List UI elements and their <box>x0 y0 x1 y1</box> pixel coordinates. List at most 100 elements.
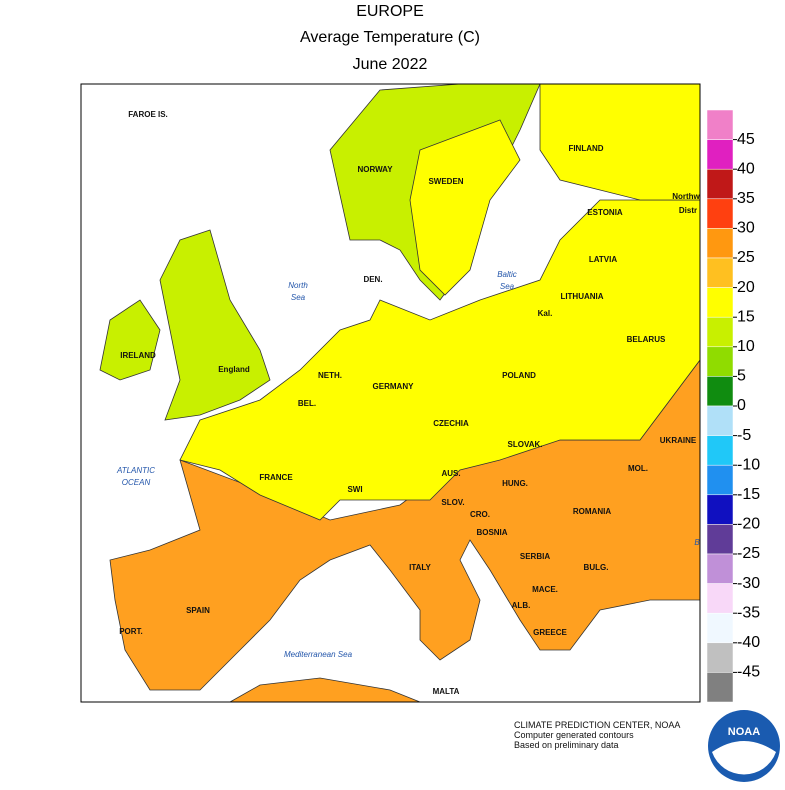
legend-swatch <box>706 405 734 436</box>
country-label: SWEDEN <box>428 177 463 186</box>
country-label: LATVIA <box>589 255 618 264</box>
legend-tick-label: -25 <box>737 545 760 562</box>
country-label: ITALY <box>409 563 431 572</box>
country-label: SLOVAK. <box>508 440 543 449</box>
country-label: MALTA <box>433 687 460 696</box>
sea-label: B <box>694 538 700 547</box>
country-label: MOL. <box>628 464 648 473</box>
date: June 2022 <box>353 56 428 73</box>
legend-tick-label: -15 <box>737 486 760 503</box>
sea-label: Mediterranean Sea <box>284 650 353 659</box>
legend-swatch <box>706 524 734 555</box>
country-label: BOSNIA <box>476 528 507 537</box>
sea-label: OCEAN <box>122 478 151 487</box>
subtitle: Average Temperature (C) <box>300 29 480 46</box>
land-ireland <box>99 299 161 381</box>
map-frame <box>80 83 701 703</box>
legend-tick-label: 0 <box>737 397 746 414</box>
sea-label: North <box>288 281 308 290</box>
credit-line: Computer generated contours <box>514 730 634 740</box>
legend-swatch <box>706 139 734 170</box>
legend-tick-label: 30 <box>737 220 755 237</box>
country-label: England <box>218 365 250 374</box>
legend-swatch <box>706 435 734 466</box>
country-label: FINLAND <box>568 144 603 153</box>
country-label: DEN. <box>363 275 382 284</box>
country-label: Distr <box>679 206 697 215</box>
map <box>80 83 701 703</box>
legend-swatch <box>706 494 734 525</box>
country-label: BELARUS <box>627 335 666 344</box>
country-label: GREECE <box>533 628 567 637</box>
legend-tick-label: -20 <box>737 516 760 533</box>
country-label: PORT. <box>119 627 143 636</box>
noaa-logo: NOAA <box>708 710 780 782</box>
country-label: LITHUANIA <box>560 292 603 301</box>
legend-swatch <box>706 316 734 348</box>
sea-label: Sea <box>291 293 306 302</box>
country-label: BULG. <box>584 563 609 572</box>
legend-swatch <box>706 612 734 644</box>
sea-label: Sea <box>500 282 515 291</box>
country-label: IRELAND <box>120 351 156 360</box>
legend-tick-label: -5 <box>737 427 751 444</box>
country-label: CZECHIA <box>433 419 469 428</box>
sea-label: ATLANTIC <box>116 466 155 475</box>
land-uk <box>159 229 271 421</box>
legend-tick-label: 5 <box>737 368 746 385</box>
country-label: POLAND <box>502 371 536 380</box>
legend-swatch <box>706 109 734 140</box>
legend-tick-label: -40 <box>737 634 760 651</box>
country-label: AUS. <box>441 469 460 478</box>
legend-swatch <box>706 642 734 673</box>
legend-swatch <box>706 376 734 407</box>
country-label: SLOV. <box>441 498 464 507</box>
country-label: HUNG. <box>502 479 528 488</box>
legend-swatch <box>706 672 734 703</box>
legend-swatch <box>706 464 734 496</box>
logo-text: NOAA <box>728 726 760 738</box>
country-label: ALB. <box>512 601 531 610</box>
credit-line: Based on preliminary data <box>514 740 619 750</box>
legend-tick-label: -30 <box>737 575 760 592</box>
country-label: BEL. <box>298 399 316 408</box>
legend-swatch <box>706 168 734 200</box>
country-label: CRO. <box>470 510 490 519</box>
legend-swatch <box>706 198 734 229</box>
legend-swatch <box>706 257 734 288</box>
country-label: Northw <box>672 192 700 201</box>
legend-swatch <box>706 228 734 259</box>
country-label: SWI <box>347 485 362 494</box>
country-label: UKRAINE <box>660 436 697 445</box>
legend-swatch <box>706 346 734 377</box>
country-label: ESTONIA <box>587 208 623 217</box>
legend-tick-label: -45 <box>737 664 760 681</box>
sea-label: Baltic <box>497 270 517 279</box>
legend-swatch <box>706 583 734 614</box>
country-label: FAROE IS. <box>128 110 168 119</box>
country-label: NORWAY <box>357 165 393 174</box>
country-label: SPAIN <box>186 606 210 615</box>
legend-tick-label: 45 <box>737 131 755 148</box>
legend-swatch <box>706 287 734 318</box>
country-label: Kal. <box>538 309 553 318</box>
legend-swatch <box>706 553 734 584</box>
country-label: FRANCE <box>259 473 293 482</box>
credit-line: CLIMATE PREDICTION CENTER, NOAA <box>514 720 680 730</box>
country-label: NETH. <box>318 371 342 380</box>
logo-wave <box>712 741 776 775</box>
legend-tick-label: 25 <box>737 249 755 266</box>
country-label: MACE. <box>532 585 558 594</box>
legend-tick-label: 15 <box>737 308 755 325</box>
country-label: SERBIA <box>520 552 550 561</box>
title: EUROPE <box>356 3 424 20</box>
legend-tick-label: -35 <box>737 604 760 621</box>
legend-tick-label: 10 <box>737 338 755 355</box>
legend-tick-label: 40 <box>737 160 755 177</box>
country-label: GERMANY <box>373 382 415 391</box>
country-label: ROMANIA <box>573 507 611 516</box>
legend-tick-label: 35 <box>737 190 755 207</box>
land-sweden <box>409 119 521 296</box>
legend-tick-label: 20 <box>737 279 755 296</box>
